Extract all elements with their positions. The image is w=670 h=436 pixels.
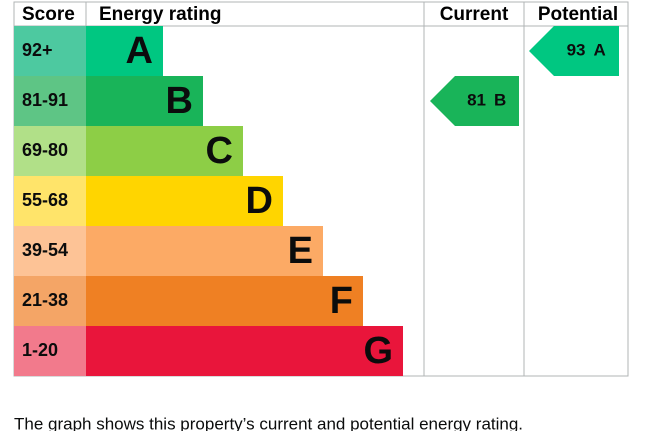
score-cell [14, 26, 86, 76]
current-arrow [430, 76, 519, 126]
current-value: 81 [467, 90, 486, 109]
score-label: 1-20 [22, 340, 58, 360]
rating-bar [86, 26, 163, 76]
current-letter: B [494, 90, 506, 109]
score-label: 21-38 [22, 290, 68, 310]
potential-letter: A [594, 40, 606, 59]
score-cell [14, 126, 86, 176]
band-letter: D [246, 180, 273, 222]
header-rating: Energy rating [99, 4, 221, 25]
band-letter: E [288, 230, 313, 272]
band-letter: G [363, 330, 393, 372]
rating-bar [86, 276, 363, 326]
score-cell [14, 226, 86, 276]
band-letter: A [126, 30, 153, 72]
rating-bar [86, 226, 323, 276]
score-label: 81-91 [22, 90, 68, 110]
rating-bar [86, 326, 403, 376]
score-cell [14, 276, 86, 326]
header-potential: Potential [538, 4, 618, 25]
rating-bar [86, 176, 283, 226]
potential-value: 93 [567, 40, 586, 59]
rating-bar [86, 76, 203, 126]
rating-bar [86, 126, 243, 176]
score-label: 55-68 [22, 190, 68, 210]
caption: The graph shows this property’s current … [14, 414, 523, 431]
potential-arrow [529, 26, 619, 76]
header-score: Score [22, 4, 75, 25]
score-label: 69-80 [22, 140, 68, 160]
band-letter: C [206, 130, 233, 172]
band-letter: F [330, 280, 353, 322]
score-label: 92+ [22, 40, 53, 60]
score-label: 39-54 [22, 240, 68, 260]
score-cell [14, 176, 86, 226]
score-cell [14, 76, 86, 126]
band-letter: B [166, 80, 193, 122]
score-cell [14, 326, 86, 376]
header-current: Current [440, 4, 509, 25]
